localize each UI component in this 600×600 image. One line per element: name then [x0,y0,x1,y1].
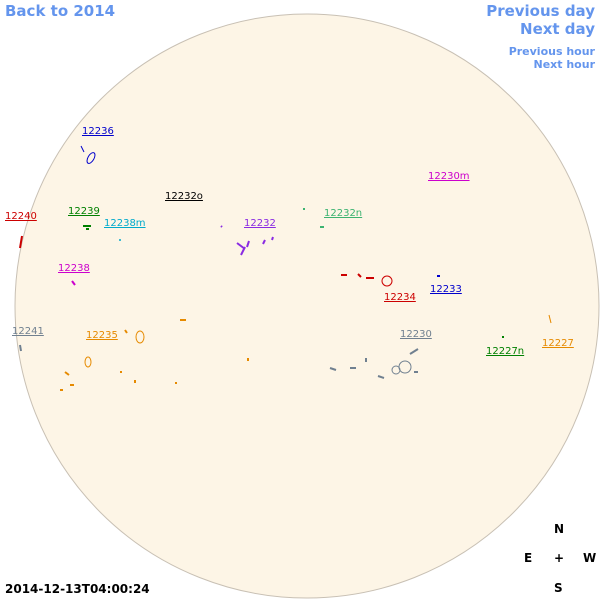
region-label[interactable]: 12232o [165,191,203,202]
region-label[interactable]: 12234 [384,292,416,303]
next-hour-link[interactable]: Next hour [533,58,596,71]
region-label[interactable]: 12232 [244,218,276,229]
region-label[interactable]: 12236 [82,126,114,137]
previous-hour-link[interactable]: Previous hour [508,45,595,58]
region-label[interactable]: 12233 [430,284,462,295]
back-link[interactable]: Back to 2014 [5,2,116,20]
compass-east: E [524,551,533,565]
solar-disk [14,13,600,599]
region-label[interactable]: 12241 [12,326,44,337]
region-label[interactable]: 12235 [86,330,118,341]
region-label[interactable]: 12239 [68,206,100,217]
previous-day-link[interactable]: Previous day [486,2,595,20]
region-label[interactable]: 12227 [542,338,574,349]
sunspots [19,145,552,391]
compass-center: + [554,551,565,565]
region-label[interactable]: 12238m [104,218,146,229]
compass-north: N [554,522,565,536]
next-day-link[interactable]: Next day [520,20,595,38]
region-label[interactable]: 12230m [428,171,470,182]
compass-west: W [583,551,597,565]
timestamp: 2014-12-13T04:00:24 [5,582,150,596]
region-label[interactable]: 12232n [324,208,363,219]
compass-south: S [554,581,563,595]
region-label[interactable]: 12227n [486,346,525,357]
region-label[interactable]: 12238 [58,263,90,274]
region-label[interactable]: 12240 [5,211,37,222]
region-label[interactable]: 12230 [400,329,432,340]
